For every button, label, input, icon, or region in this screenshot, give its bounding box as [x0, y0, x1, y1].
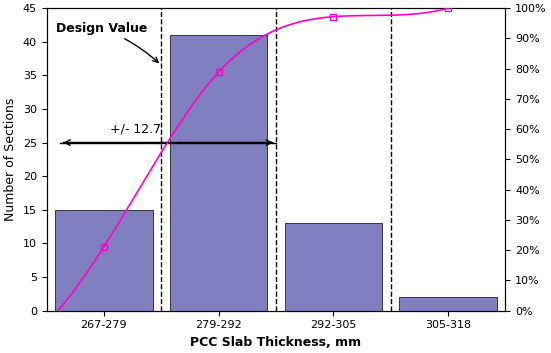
Text: +/- 12.7: +/- 12.7: [110, 122, 161, 136]
Bar: [399, 297, 497, 311]
Bar: [285, 223, 382, 311]
Text: Design Value: Design Value: [56, 22, 158, 62]
Y-axis label: Number of Sections: Number of Sections: [4, 98, 17, 221]
Bar: [170, 35, 267, 311]
Bar: [55, 210, 153, 311]
X-axis label: PCC Slab Thickness, mm: PCC Slab Thickness, mm: [191, 336, 361, 349]
